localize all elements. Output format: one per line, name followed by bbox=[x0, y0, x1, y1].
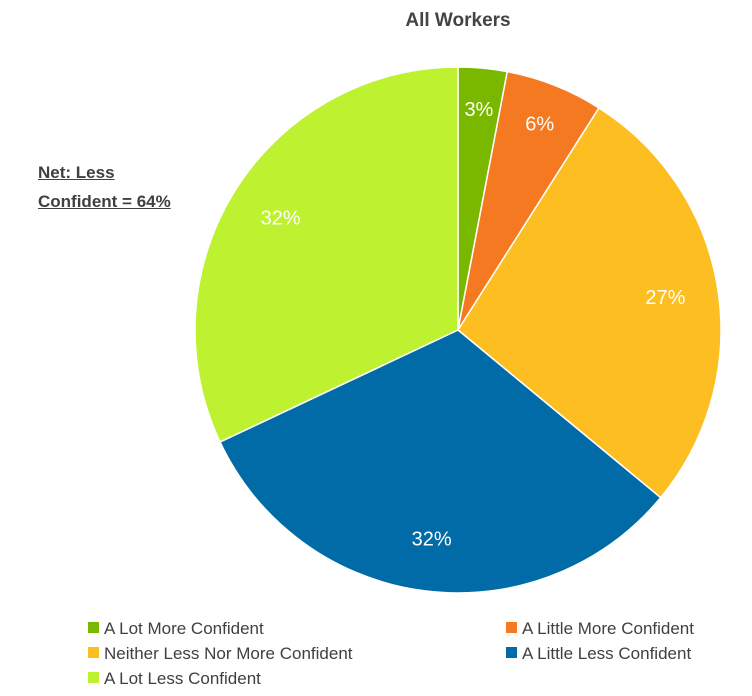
pie-slice-a-lot-less-confident bbox=[194, 66, 459, 443]
slice-data-label: 32% bbox=[261, 207, 301, 229]
legend-swatch bbox=[88, 672, 99, 684]
legend-label: Neither Less Nor More Confident bbox=[104, 644, 353, 663]
legend-item: A Lot Less Confident bbox=[88, 668, 261, 690]
pie-slice-labels: 3% 6% 27% 32% 32% bbox=[261, 99, 686, 550]
legend-swatch bbox=[88, 647, 99, 659]
slice-data-label: 32% bbox=[412, 528, 452, 550]
legend-label: A Lot More Confident bbox=[104, 619, 264, 638]
chart-legend: A Lot More Confident A Little More Confid… bbox=[88, 618, 752, 696]
annotation-line-1: Net: Less bbox=[38, 163, 115, 182]
slice-data-label: 6% bbox=[525, 114, 554, 136]
slice-data-label: 3% bbox=[464, 99, 493, 121]
legend-item: A Lot More Confident bbox=[88, 618, 264, 640]
pie-slices bbox=[194, 66, 722, 594]
legend-label: A Little More Confident bbox=[522, 619, 694, 638]
legend-label: A Little Less Confident bbox=[522, 644, 692, 663]
annotation-line-2: Confident = 64% bbox=[38, 192, 171, 211]
legend-label: A Lot Less Confident bbox=[104, 669, 261, 688]
pie-chart: 3% 6% 27% 32% 32% bbox=[194, 66, 722, 594]
legend-swatch bbox=[506, 647, 517, 659]
chart-title: All Workers bbox=[405, 10, 511, 31]
pie-slice-neither-less-nor-more-confident bbox=[457, 106, 722, 499]
legend-item: A Little More Confident bbox=[506, 618, 694, 640]
legend-swatch bbox=[88, 622, 99, 634]
net-less-confident-annotation: Net: Less Confident = 64% bbox=[38, 158, 171, 216]
legend-item: Neither Less Nor More Confident bbox=[88, 643, 353, 665]
legend-item: A Little Less Confident bbox=[506, 643, 691, 665]
slice-data-label: 27% bbox=[645, 287, 685, 309]
pie-slice-a-little-less-confident bbox=[219, 329, 662, 594]
legend-swatch bbox=[506, 622, 517, 634]
